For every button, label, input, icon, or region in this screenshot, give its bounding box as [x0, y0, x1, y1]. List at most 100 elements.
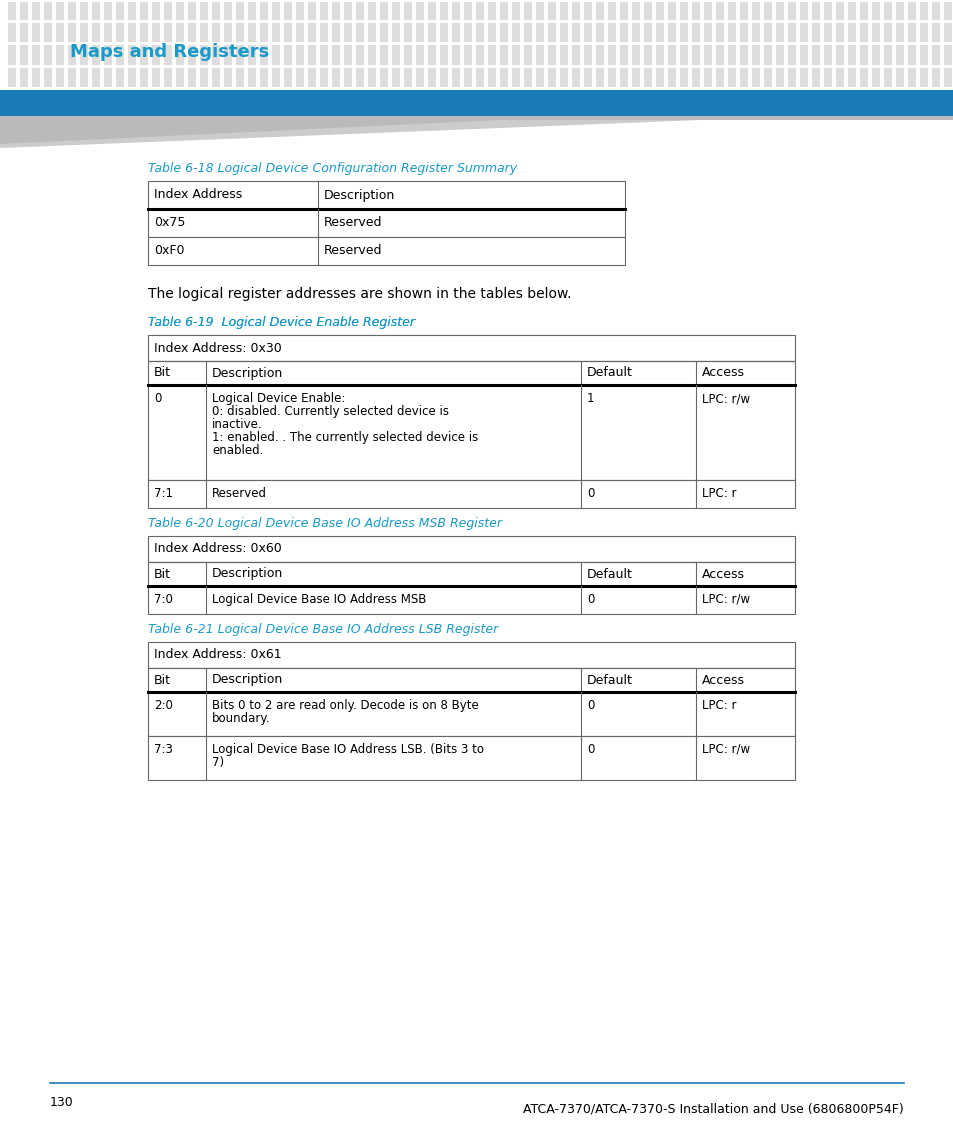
Bar [943, 2, 951, 19]
Bar [392, 45, 399, 65]
Bar [859, 2, 867, 19]
Bar [523, 45, 532, 65]
Bar [344, 23, 352, 42]
Bar [308, 23, 315, 42]
Text: 7): 7) [212, 756, 224, 769]
Bar [727, 68, 735, 87]
Text: LPC: r/w: LPC: r/w [701, 743, 749, 756]
Bar [607, 23, 616, 42]
Bar [463, 45, 472, 65]
Bar [248, 68, 255, 87]
Bar [248, 2, 255, 19]
Bar [68, 23, 76, 42]
Bar [392, 68, 399, 87]
Text: Bits 0 to 2 are read only. Decode is on 8 Byte: Bits 0 to 2 are read only. Decode is on … [212, 698, 478, 712]
Text: 130: 130 [50, 1097, 73, 1110]
Bar [224, 45, 232, 65]
Bar [148, 181, 624, 210]
Bar [20, 68, 28, 87]
Bar [847, 68, 855, 87]
Text: Table 6-21 Logical Device Base IO Address LSB Register: Table 6-21 Logical Device Base IO Addres… [148, 623, 497, 635]
Bar [476, 45, 483, 65]
Bar [763, 68, 771, 87]
Bar [284, 45, 292, 65]
Bar [452, 2, 459, 19]
Bar [835, 2, 843, 19]
Bar [439, 45, 448, 65]
Bar [128, 2, 136, 19]
Bar [284, 68, 292, 87]
Bar [643, 45, 651, 65]
Bar [895, 68, 903, 87]
Bar [895, 23, 903, 42]
Bar [919, 2, 927, 19]
Bar [8, 45, 16, 65]
Bar [200, 45, 208, 65]
Bar [596, 2, 603, 19]
Bar [68, 2, 76, 19]
Bar [547, 2, 556, 19]
Bar [272, 23, 280, 42]
Bar [56, 45, 64, 65]
Text: Bit: Bit [153, 568, 171, 581]
Bar [656, 45, 663, 65]
Bar [847, 2, 855, 19]
Bar [691, 68, 700, 87]
Bar [559, 23, 567, 42]
Bar [607, 2, 616, 19]
Bar [452, 23, 459, 42]
Bar [596, 23, 603, 42]
Bar [403, 68, 412, 87]
Bar [248, 45, 255, 65]
Bar [428, 23, 436, 42]
Bar [140, 45, 148, 65]
Bar [164, 23, 172, 42]
Bar [871, 45, 879, 65]
Bar [763, 2, 771, 19]
Bar [691, 23, 700, 42]
Bar [428, 45, 436, 65]
Bar [559, 2, 567, 19]
Text: 1: 1 [586, 392, 594, 405]
Text: Index Address: 0x61: Index Address: 0x61 [153, 648, 281, 662]
Bar [800, 2, 807, 19]
Bar [68, 68, 76, 87]
Bar [656, 23, 663, 42]
Bar [895, 2, 903, 19]
Bar [164, 2, 172, 19]
Bar [523, 68, 532, 87]
Text: 0xF0: 0xF0 [153, 245, 184, 258]
Bar [596, 68, 603, 87]
Bar [716, 68, 723, 87]
Bar [751, 2, 760, 19]
Bar [643, 68, 651, 87]
Bar [631, 23, 639, 42]
Bar [128, 23, 136, 42]
Bar [164, 45, 172, 65]
Bar [619, 45, 627, 65]
Bar [91, 2, 100, 19]
Bar [643, 23, 651, 42]
Text: Table 6-19  Logical Device Enable Register: Table 6-19 Logical Device Enable Registe… [148, 316, 415, 329]
Bar [175, 45, 184, 65]
Bar [32, 23, 40, 42]
Bar [787, 45, 795, 65]
Bar [572, 2, 579, 19]
Bar [212, 45, 220, 65]
Text: Reserved: Reserved [324, 216, 382, 229]
Bar [148, 385, 794, 480]
Bar [379, 45, 388, 65]
Bar [148, 642, 794, 668]
Bar [44, 68, 52, 87]
Bar [811, 23, 820, 42]
Bar [332, 45, 339, 65]
Bar [235, 23, 244, 42]
Bar [368, 45, 375, 65]
Bar [811, 2, 820, 19]
Bar [80, 23, 88, 42]
Bar [859, 45, 867, 65]
Bar [835, 45, 843, 65]
Bar [572, 68, 579, 87]
Bar [619, 23, 627, 42]
Bar [379, 2, 388, 19]
